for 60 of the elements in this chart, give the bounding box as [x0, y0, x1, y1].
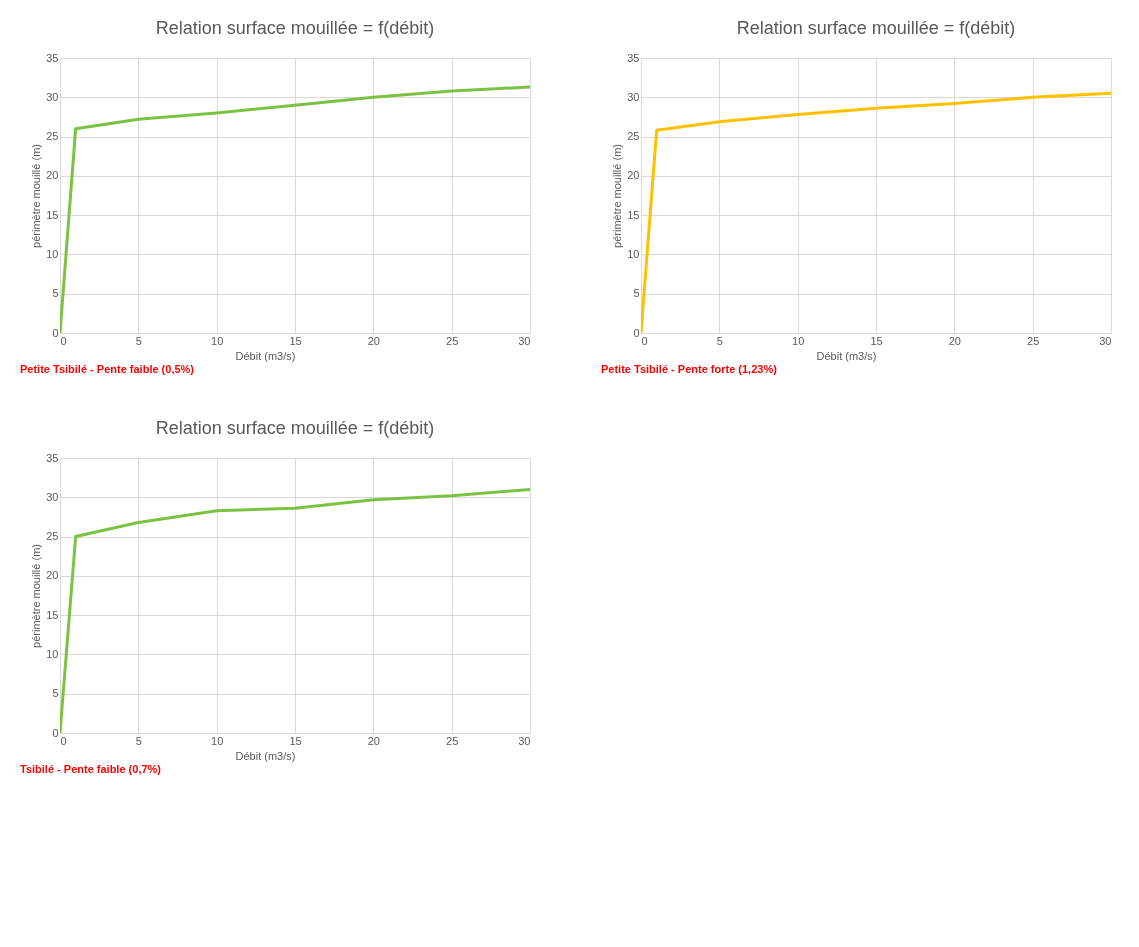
x-tick-label: 15	[289, 334, 302, 347]
x-tick-label: 25	[446, 734, 459, 747]
y-tick-label: 35	[627, 51, 640, 64]
x-tick-label: 25	[446, 334, 459, 347]
x-tick-label: 0	[641, 334, 648, 347]
x-tick-label: 5	[716, 334, 723, 347]
y-tick-label: 15	[46, 608, 59, 621]
y-tick-label: 5	[52, 287, 59, 300]
y-tick-label: 0	[52, 326, 59, 339]
x-tick-label: 20	[367, 334, 380, 347]
x-tick-label: 20	[948, 334, 961, 347]
x-tick-label: 25	[1027, 334, 1040, 347]
text: Petite Tsibilé - Pente forte (1,23%)	[601, 363, 778, 375]
x-tick-label: 30	[518, 734, 531, 747]
x-tick-label: 10	[211, 334, 224, 347]
x-tick-label: 0	[60, 734, 67, 747]
x-tick-label: 15	[870, 334, 883, 347]
y-axis-title: périmètre mouillé (m)	[611, 144, 624, 248]
x-tick-label: 10	[211, 734, 224, 747]
x-tick-label: 30	[1099, 334, 1112, 347]
y-tick-label: 0	[633, 326, 640, 339]
y-tick-label: 15	[46, 208, 59, 221]
y-tick-label: 20	[627, 169, 640, 182]
text: Petite Tsibilé - Pente faible (0,5%)	[20, 363, 195, 375]
y-axis-title: périmètre mouillé (m)	[30, 144, 43, 248]
y-tick-label: 30	[46, 490, 59, 503]
y-tick-label: 25	[46, 130, 59, 143]
y-axis-title: périmètre mouillé (m)	[30, 544, 43, 648]
y-tick-label: 15	[627, 208, 640, 221]
y-tick-label: 35	[46, 51, 59, 64]
line-series	[60, 85, 530, 333]
x-tick-label: 30	[518, 334, 531, 347]
text: Tsibilé - Pente faible (0,7%)	[20, 763, 162, 775]
x-tick-label: 20	[367, 734, 380, 747]
x-axis-title: Débit (m3/s)	[235, 749, 296, 762]
y-tick-label: 5	[633, 287, 640, 300]
y-tick-label: 30	[46, 90, 59, 103]
y-tick-label: 20	[46, 569, 59, 582]
x-tick-label: 5	[135, 734, 142, 747]
y-tick-label: 25	[627, 130, 640, 143]
x-axis-title: Débit (m3/s)	[235, 349, 296, 362]
x-tick-label: 0	[60, 334, 67, 347]
x-tick-label: 5	[135, 334, 142, 347]
y-tick-label: 25	[46, 530, 59, 543]
y-tick-label: 20	[46, 169, 59, 182]
line-series	[60, 487, 530, 733]
y-tick-label: 10	[627, 247, 640, 260]
y-tick-label: 5	[52, 687, 59, 700]
y-tick-label: 30	[627, 90, 640, 103]
x-tick-label: 10	[792, 334, 805, 347]
x-axis-title: Débit (m3/s)	[816, 349, 877, 362]
chart-title: Relation surface mouillée = f(débit)	[736, 18, 1016, 38]
x-tick-label: 15	[289, 734, 302, 747]
y-tick-label: 35	[46, 451, 59, 464]
chart-title: Relation surface mouillée = f(débit)	[155, 18, 435, 38]
line-series	[641, 91, 1111, 333]
y-tick-label: 10	[46, 647, 59, 660]
chart-title: Relation surface mouillée = f(débit)	[155, 418, 435, 438]
y-tick-label: 0	[52, 726, 59, 739]
y-tick-label: 10	[46, 247, 59, 260]
